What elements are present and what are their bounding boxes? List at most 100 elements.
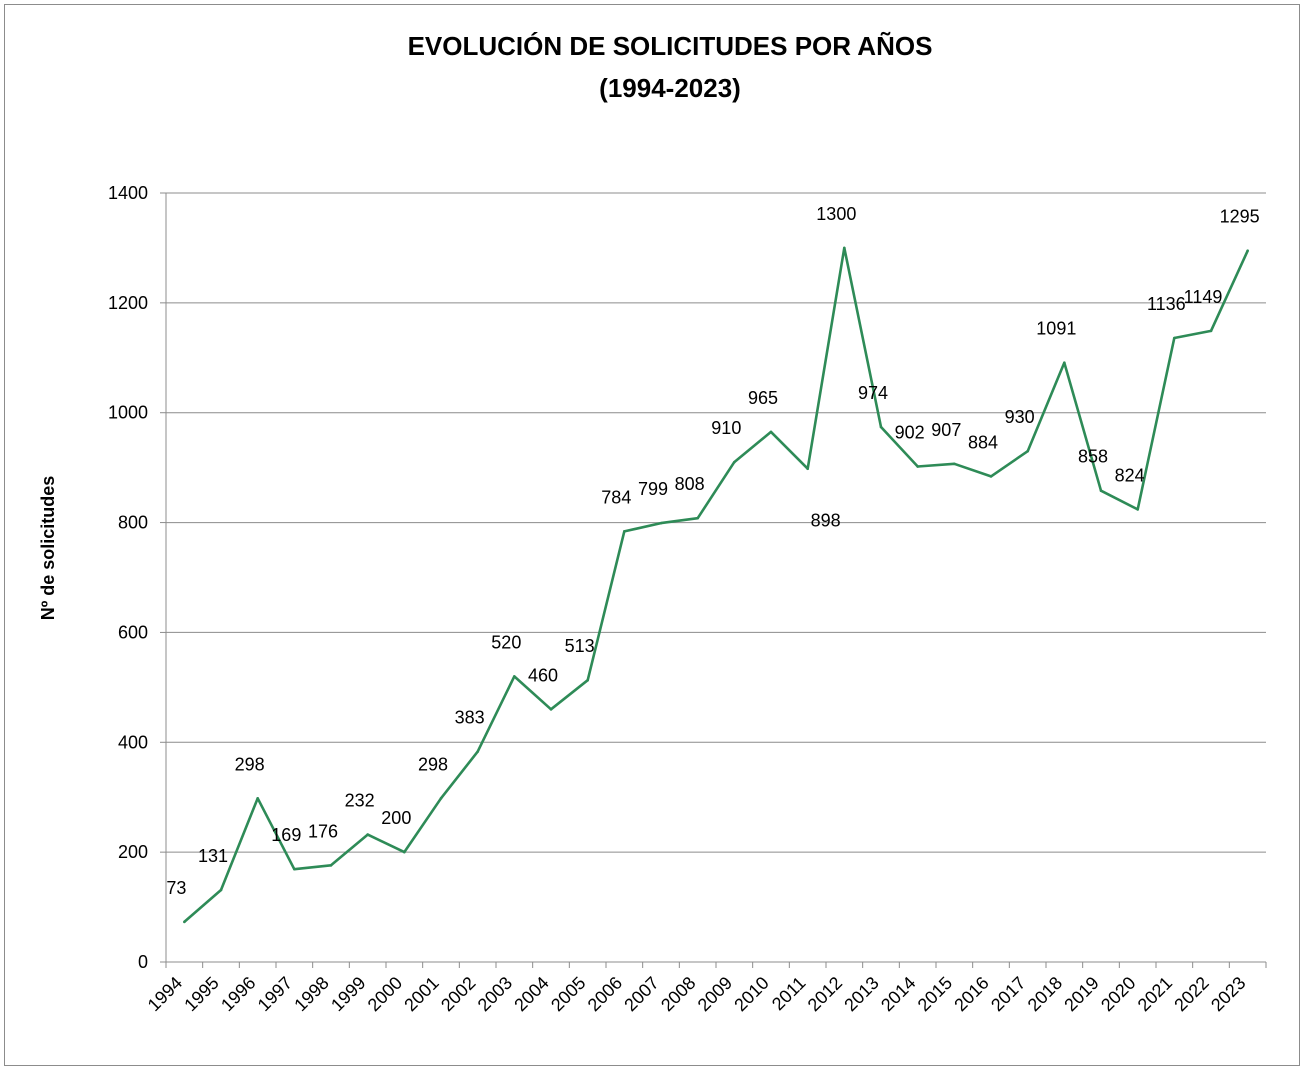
data-point bbox=[329, 864, 333, 867]
x-tick-label: 2008 bbox=[657, 973, 699, 1015]
data-point bbox=[1099, 489, 1103, 493]
data-labels: 73 131 298 169 176 232 200 298 383 520 460 513 784 79… bbox=[166, 204, 1259, 898]
data-point bbox=[879, 425, 883, 429]
x-tick-labels: 1994199519961997199819992000200120022003… bbox=[144, 973, 1250, 1015]
x-tick-label: 2004 bbox=[510, 973, 552, 1015]
data-label: 858 bbox=[1078, 447, 1108, 467]
y-tick-label: 0 bbox=[138, 952, 148, 972]
data-point bbox=[476, 750, 479, 753]
data-label: 520 bbox=[491, 632, 521, 652]
data-point bbox=[953, 462, 956, 466]
x-tick-label: 2009 bbox=[694, 973, 736, 1015]
x-tick-label: 2021 bbox=[1134, 973, 1176, 1015]
data-point bbox=[366, 833, 369, 836]
y-tick-labels: 0 200 400 600 800 1000 1200 1400 bbox=[108, 183, 148, 972]
x-tick-label: 2013 bbox=[840, 973, 882, 1015]
x-tick-label: 2023 bbox=[1207, 973, 1249, 1015]
data-point bbox=[293, 867, 296, 871]
data-label: 824 bbox=[1115, 465, 1145, 485]
data-label: 898 bbox=[811, 511, 841, 531]
data-point bbox=[1209, 329, 1213, 333]
data-label: 1295 bbox=[1220, 207, 1260, 227]
data-label: 1136 bbox=[1147, 294, 1186, 314]
data-label: 232 bbox=[345, 791, 375, 811]
data-label: 383 bbox=[455, 708, 485, 728]
x-tick-label: 1998 bbox=[290, 973, 332, 1015]
data-label: 131 bbox=[198, 846, 228, 866]
chart-title-line2: (1994-2023) bbox=[599, 73, 741, 103]
data-label: 808 bbox=[675, 474, 705, 494]
x-tick-label: 2012 bbox=[804, 973, 846, 1015]
data-point bbox=[256, 797, 259, 800]
data-label: 784 bbox=[601, 487, 631, 507]
x-tick-label: 2016 bbox=[950, 973, 992, 1015]
data-point bbox=[696, 516, 699, 520]
gridlines bbox=[166, 192, 1266, 853]
data-point bbox=[989, 475, 993, 478]
x-tick-label: 2022 bbox=[1170, 973, 1212, 1015]
data-label: 1091 bbox=[1036, 319, 1076, 339]
y-tick-label: 400 bbox=[118, 732, 148, 752]
data-label: 1149 bbox=[1184, 287, 1223, 307]
data-point bbox=[769, 430, 773, 434]
data-label: 799 bbox=[638, 479, 668, 499]
x-tick-label: 2010 bbox=[730, 973, 772, 1015]
x-tick-label: 2007 bbox=[620, 973, 662, 1015]
data-point bbox=[219, 888, 223, 892]
data-label: 974 bbox=[858, 383, 888, 403]
y-tick-label: 200 bbox=[118, 842, 148, 862]
data-point bbox=[1173, 336, 1176, 340]
x-tick-label: 1996 bbox=[217, 973, 259, 1015]
x-tick-label: 1995 bbox=[180, 973, 222, 1015]
data-point bbox=[659, 521, 663, 525]
x-tick-label: 2001 bbox=[400, 973, 442, 1015]
data-point bbox=[1063, 361, 1066, 365]
data-point bbox=[1246, 249, 1249, 252]
x-tick-label: 2018 bbox=[1024, 973, 1066, 1015]
data-point bbox=[183, 920, 186, 924]
data-label: 169 bbox=[271, 825, 301, 845]
data-label: 298 bbox=[418, 754, 448, 774]
data-point bbox=[623, 530, 626, 533]
data-label: 298 bbox=[235, 754, 265, 774]
data-point bbox=[1136, 508, 1139, 511]
data-label: 930 bbox=[1005, 407, 1035, 427]
series-line-path bbox=[183, 246, 1249, 923]
data-point bbox=[916, 465, 919, 468]
x-tick-label: 1999 bbox=[327, 973, 369, 1015]
data-label: 460 bbox=[528, 665, 558, 685]
x-tick-label: 1994 bbox=[144, 973, 186, 1015]
data-label: 176 bbox=[308, 821, 338, 841]
data-point bbox=[549, 708, 553, 711]
y-tick-label: 1000 bbox=[108, 403, 148, 423]
data-point bbox=[439, 797, 443, 800]
data-label: 902 bbox=[895, 423, 925, 443]
x-tick-label: 2011 bbox=[768, 973, 810, 1015]
data-point bbox=[513, 675, 516, 678]
data-label: 1300 bbox=[816, 204, 856, 224]
y-tick-label: 800 bbox=[118, 513, 148, 533]
y-tick-label: 1400 bbox=[108, 183, 148, 203]
data-point bbox=[843, 246, 846, 250]
x-tick-label: 2006 bbox=[584, 973, 626, 1015]
data-label: 73 bbox=[166, 878, 186, 898]
data-label: 965 bbox=[748, 388, 778, 408]
x-tick-label: 2017 bbox=[987, 973, 1029, 1015]
x-tick-label: 2020 bbox=[1097, 973, 1139, 1015]
data-point bbox=[733, 460, 736, 464]
chart-title-line1: EVOLUCIÓN DE SOLICITUDES POR AÑOS bbox=[408, 31, 933, 61]
data-point bbox=[1026, 449, 1029, 453]
series-line bbox=[183, 246, 1249, 924]
x-tick-label: 2019 bbox=[1060, 973, 1102, 1015]
x-tick-label: 1997 bbox=[254, 973, 296, 1015]
data-label: 884 bbox=[968, 432, 998, 452]
y-tick-label: 1200 bbox=[108, 293, 148, 313]
x-tick-label: 2005 bbox=[547, 973, 589, 1015]
data-label: 200 bbox=[381, 808, 411, 828]
data-label: 910 bbox=[711, 418, 741, 438]
axes bbox=[160, 192, 1267, 968]
x-tick-label: 2014 bbox=[877, 973, 919, 1015]
data-label: 513 bbox=[565, 636, 595, 656]
x-tick-label: 2015 bbox=[914, 973, 956, 1015]
